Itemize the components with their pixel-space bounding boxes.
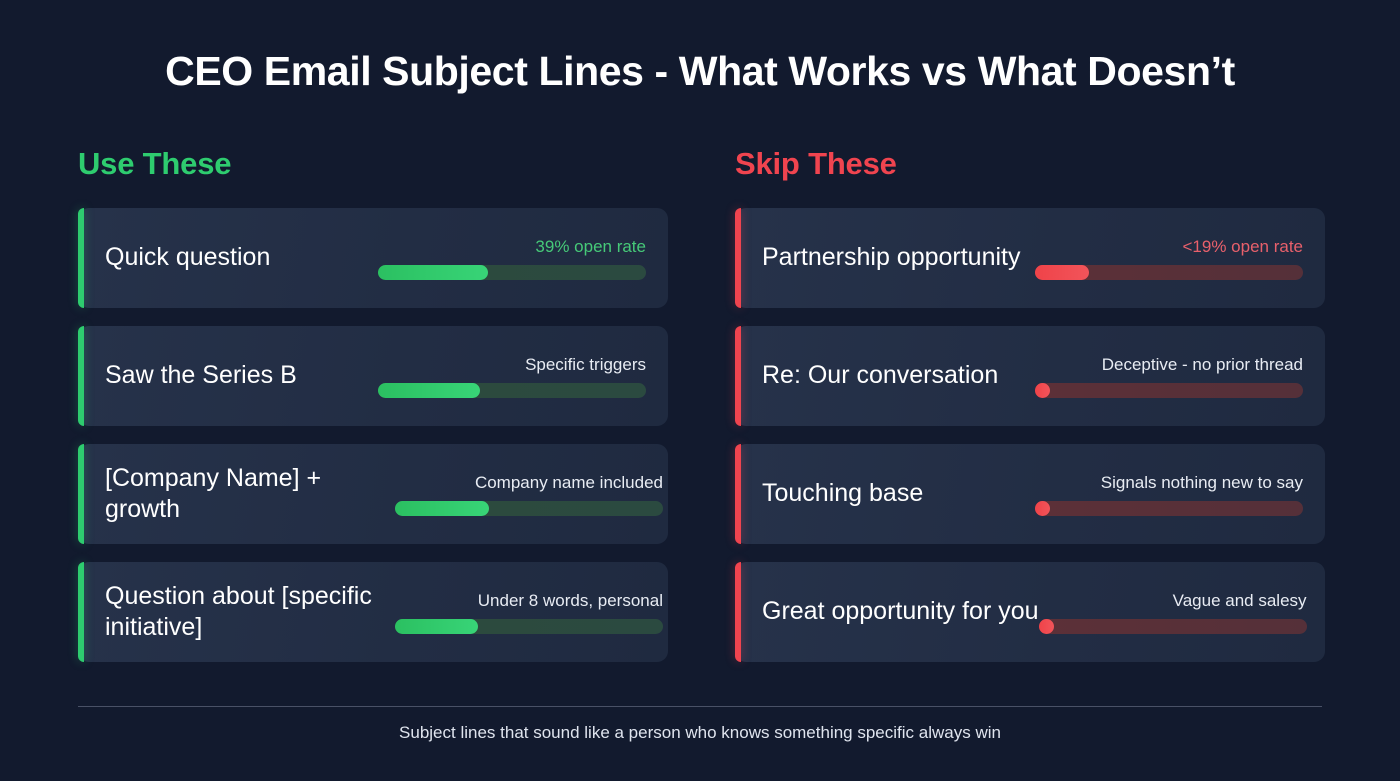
meter-track: [395, 618, 663, 634]
meter-fill: [378, 382, 480, 398]
meter-note: 39% open rate: [535, 236, 646, 256]
subject-line-label: Saw the Series B: [105, 361, 297, 390]
meter-note: <19% open rate: [1182, 236, 1303, 256]
page-title: CEO Email Subject Lines - What Works vs …: [165, 48, 1235, 94]
meter-fill: [1035, 264, 1089, 280]
meter-fill: [395, 500, 489, 516]
meter-track: [378, 264, 646, 280]
meter-track: [395, 500, 663, 516]
meter-track: [1035, 382, 1303, 398]
subject-line-card[interactable]: Touching base Signals nothing new to say: [735, 444, 1325, 544]
meter-note: Company name included: [474, 472, 663, 492]
meter-note: Vague and salesy: [1172, 590, 1307, 610]
subject-line-card[interactable]: Great opportunity for you Vague and sales…: [735, 562, 1325, 662]
subject-line-label: Touching base: [762, 479, 924, 508]
column-heading-skip-these: Skip These: [735, 146, 897, 181]
meter-note: Deceptive - no prior thread: [1101, 354, 1303, 374]
subject-line-card[interactable]: Partnership opportunity <19% open rate: [735, 208, 1325, 308]
meter-track: [1038, 618, 1307, 634]
meter-track: [378, 382, 646, 398]
footer-text: Subject lines that sound like a person w…: [399, 723, 1001, 742]
meter-group: 39% open rate: [378, 237, 646, 280]
meter-group: Under 8 words, personal: [395, 591, 663, 634]
subject-line-label: [Company Name] + growth: [105, 463, 322, 524]
subject-line-card[interactable]: Quick question 39% open rate: [78, 208, 668, 308]
meter-fill: [1035, 382, 1050, 398]
subject-line-label: Partnership opportunity: [762, 243, 1021, 272]
meter-group: Vague and salesy: [1038, 590, 1307, 634]
subject-line-card[interactable]: Re: Our conversation Deceptive - no prior…: [735, 326, 1325, 426]
subject-line-label: Quick question: [105, 243, 271, 272]
meter-track: [1035, 500, 1303, 516]
meter-group: Company name included: [395, 473, 663, 516]
meter-fill: [1038, 618, 1054, 634]
subject-line-card[interactable]: Saw the Series B Specific triggers: [78, 326, 668, 426]
meter-group: <19% open rate: [1035, 237, 1303, 280]
footer-divider: [78, 706, 1322, 707]
meter-note: Specific triggers: [525, 354, 646, 374]
subject-line-label: Great opportunity for you: [762, 597, 1039, 626]
subject-line-label: Question about [specific initiative]: [105, 581, 372, 642]
column-use-these: Use These Quick question 39% open rate Saw…: [78, 146, 668, 680]
meter-group: Specific triggers: [378, 355, 646, 398]
column-heading-use-these: Use These: [78, 146, 232, 181]
meter-track: [1035, 264, 1303, 280]
meter-group: Deceptive - no prior thread: [1035, 355, 1303, 398]
meter-fill: [395, 618, 479, 634]
meter-note: Under 8 words, personal: [477, 590, 663, 610]
column-skip-these: Skip These Partnership opportunity <19% o…: [735, 146, 1325, 680]
meter-group: Signals nothing new to say: [1035, 473, 1303, 516]
card-list-use-these: Quick question 39% open rate Saw the Serie…: [78, 208, 668, 662]
meter-note: Signals nothing new to say: [1100, 472, 1303, 492]
subject-line-card[interactable]: Question about [specific initiative] Unde…: [78, 562, 668, 662]
meter-fill: [1035, 500, 1050, 516]
subject-line-label: Re: Our conversation: [762, 361, 999, 390]
meter-fill: [378, 264, 488, 280]
subject-line-card[interactable]: [Company Name] + growth Company name incl…: [78, 444, 668, 544]
card-list-skip-these: Partnership opportunity <19% open rate Re:…: [735, 208, 1325, 662]
